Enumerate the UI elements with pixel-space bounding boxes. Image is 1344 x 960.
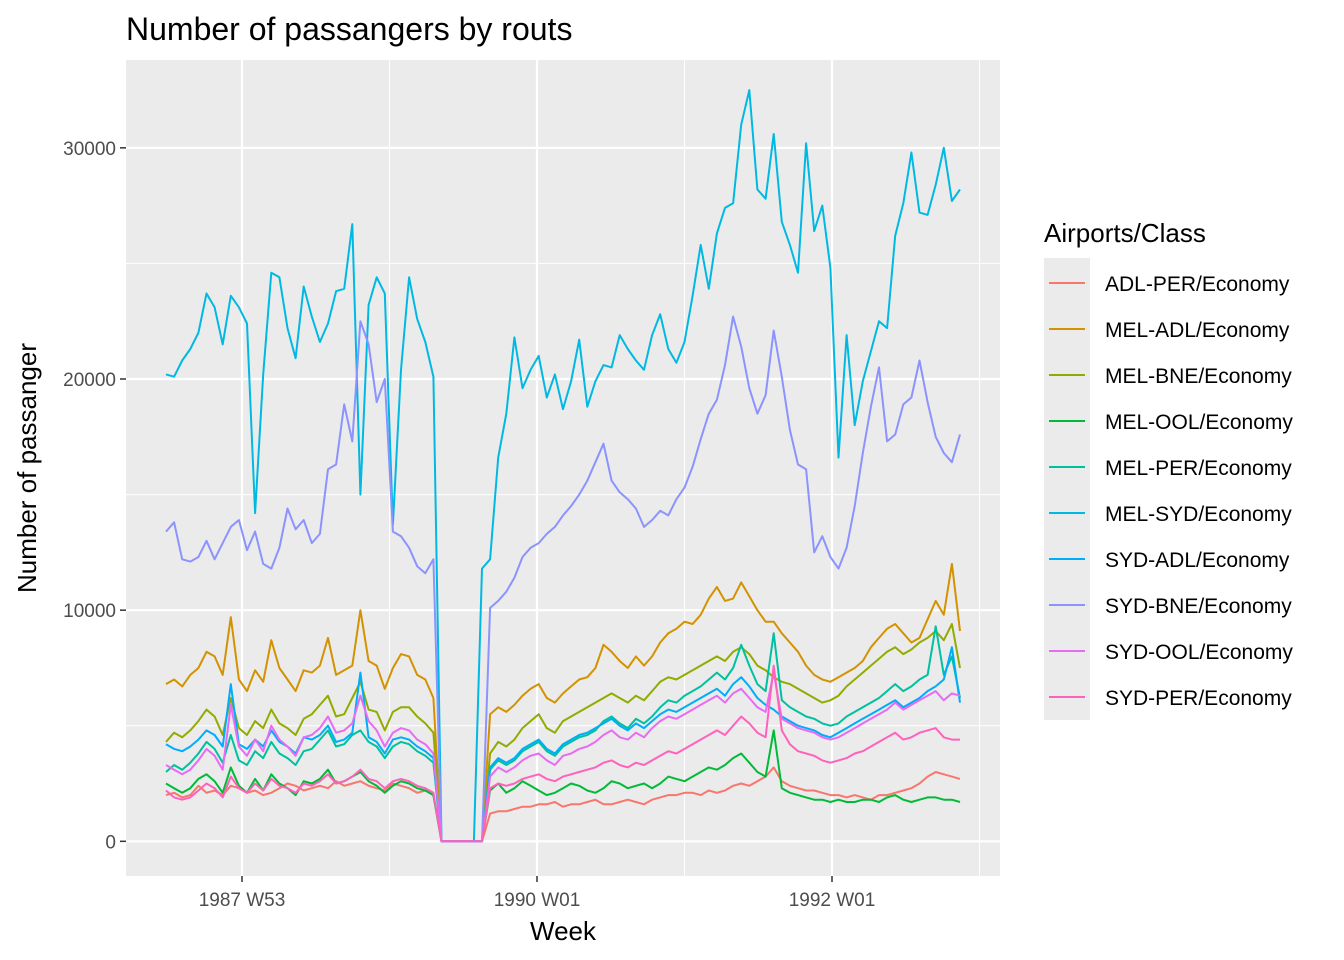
x-axis: 1987 W53 1990 W01 1992 W01 <box>199 876 876 911</box>
legend-label: MEL-PER/Economy <box>1105 457 1292 480</box>
chart-title: Number of passangers by routs <box>126 11 572 47</box>
x-tick-label: 1987 W53 <box>199 890 286 911</box>
legend-label: SYD-OOL/Economy <box>1105 641 1293 664</box>
series-line-syd-ool-economy <box>165 671 961 843</box>
series-line-mel-syd-economy <box>165 89 961 843</box>
series-line-mel-per-economy <box>165 625 961 843</box>
y-tick-label: 10000 <box>63 601 116 622</box>
series-line-mel-bne-economy <box>165 623 961 843</box>
legend-label: SYD-BNE/Economy <box>1105 595 1292 618</box>
legend-label: MEL-ADL/Economy <box>1105 319 1290 342</box>
series-lines <box>165 89 961 843</box>
series-line-syd-per-economy <box>165 664 960 843</box>
legend: Airports/Class ADL-PER/Economy MEL-ADL/Ec… <box>1044 218 1293 720</box>
legend-label: MEL-SYD/Economy <box>1105 503 1292 526</box>
legend-label: MEL-BNE/Economy <box>1105 365 1292 388</box>
y-tick-label: 20000 <box>63 370 116 391</box>
x-tick-label: 1992 W01 <box>789 890 876 911</box>
legend-label: MEL-OOL/Economy <box>1105 411 1293 434</box>
y-tick-label: 30000 <box>63 139 116 160</box>
series-line-syd-bne-economy <box>165 315 961 843</box>
legend-label: ADL-PER/Economy <box>1105 273 1290 296</box>
legend-label: SYD-ADL/Economy <box>1105 549 1290 572</box>
series-line-adl-per-economy <box>165 766 961 843</box>
legend-title: Airports/Class <box>1044 218 1206 248</box>
x-axis-title: Week <box>530 916 597 946</box>
y-tick-label: 0 <box>105 832 116 853</box>
y-axis-title: Number of passanger <box>12 343 42 593</box>
y-axis: 0 10000 20000 30000 <box>63 139 126 853</box>
legend-key-background <box>1044 258 1090 720</box>
legend-label: SYD-PER/Economy <box>1105 687 1292 710</box>
plot-panel <box>126 60 1000 876</box>
series-line-mel-adl-economy <box>165 562 961 843</box>
x-tick-label: 1990 W01 <box>494 890 581 911</box>
